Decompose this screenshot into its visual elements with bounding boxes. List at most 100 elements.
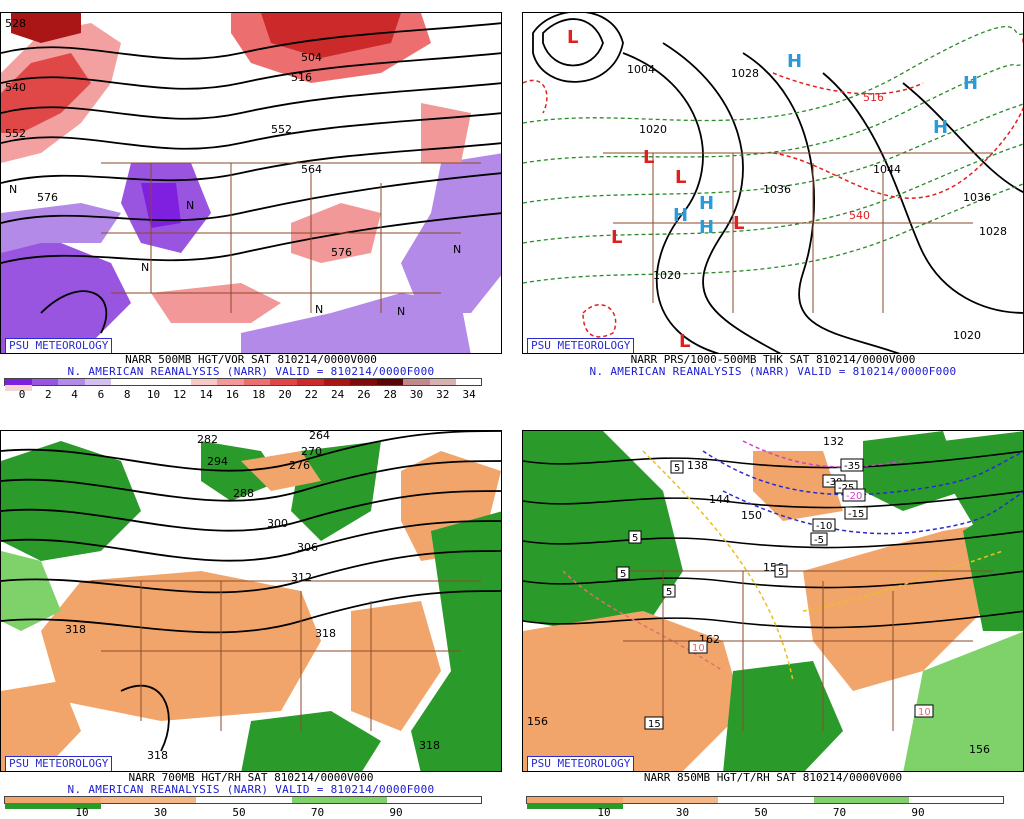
contour-label: 576 — [37, 191, 58, 204]
colorbar-segment — [527, 803, 623, 809]
colorbar-label: 34 — [462, 388, 476, 401]
rh-shade — [291, 441, 381, 541]
colorbar-label: 14 — [199, 388, 213, 401]
political-borders — [91, 580, 481, 731]
psu-meteorology-label: PSU METEOROLOGY — [5, 756, 113, 771]
colorbar-segment — [137, 379, 165, 385]
isotherm-label: 5 — [632, 533, 638, 544]
rh-shade — [523, 611, 743, 771]
temp-box — [842, 488, 866, 502]
vort-shade — [151, 283, 281, 323]
height-contours — [523, 450, 1023, 629]
rh-shade — [863, 431, 963, 511]
colorbar-segment — [813, 797, 910, 803]
temp-box — [810, 532, 828, 546]
temp-box — [840, 458, 864, 472]
panel-850mb-temp-humidity: 132 138 144 150 156 162 156 156 -35 -30 … — [522, 418, 1024, 819]
panel-subcaption: N. AMERICAN REANALYSIS (NARR) VALID = 81… — [67, 365, 435, 378]
isobar-label: 1020 — [953, 329, 981, 342]
isotherm-label: -35 — [844, 461, 860, 472]
rh-shade — [1, 441, 141, 561]
temp-box — [644, 716, 664, 730]
colorbar-label: 10 — [146, 388, 161, 401]
contour-label: 516 — [291, 71, 312, 84]
rh-shade — [1, 681, 81, 771]
thickness-warm — [523, 36, 1023, 338]
vort-marker: N — [186, 199, 194, 212]
contour-label: 288 — [233, 487, 254, 500]
vort-marker: N — [453, 243, 461, 256]
colorbar-label: 90 — [911, 806, 925, 819]
rh-shade — [723, 661, 843, 771]
colorbar-label: 22 — [304, 388, 318, 401]
temp-box — [774, 564, 788, 578]
colorbar-label: 32 — [436, 388, 450, 401]
isotherm-label: -10 — [816, 521, 832, 532]
colorbar-label: 30 — [675, 806, 690, 819]
vort-marker: N — [397, 305, 405, 318]
colorbar-segment — [5, 385, 32, 391]
colorbar-segment — [291, 797, 388, 803]
colorbar-segment — [297, 379, 324, 385]
panel-sea-level-pressure: L L L L L L H H H H H H 1020 1028 1036 1… — [522, 0, 1024, 400]
colorbar-label: 30 — [409, 388, 424, 401]
isobar-label: 1044 — [873, 163, 901, 176]
colorbar-segment — [217, 379, 244, 385]
isobar-label: 1004 — [627, 63, 655, 76]
colorbar-label: 50 — [232, 806, 246, 819]
rh-shade — [1, 551, 61, 631]
colorbar-segment — [164, 379, 191, 385]
colorbar-label: 4 — [71, 388, 78, 401]
colorbar-label: 20 — [278, 388, 292, 401]
panel-subcaption: N. AMERICAN REANALYSIS (NARR) VALID = 81… — [589, 365, 957, 378]
rh-shade — [351, 601, 441, 731]
contour-label: 552 — [271, 123, 292, 136]
thickness-label: 540 — [849, 209, 870, 222]
rh-shade — [241, 711, 381, 771]
colorbar-segment — [243, 379, 271, 385]
contour-label: 138 — [687, 459, 708, 472]
colorbar-label: 2 — [44, 388, 52, 401]
rh-shade — [523, 431, 683, 631]
vort-shade — [1, 233, 131, 353]
contour-label: 318 — [419, 739, 440, 752]
colorbar-segment — [5, 379, 32, 385]
contour-label: 264 — [309, 431, 330, 442]
isotherm-label: -20 — [846, 491, 862, 502]
contour-label: 306 — [297, 541, 318, 554]
colorbar-label: 70 — [832, 806, 847, 819]
colorbar-label: 6 — [97, 388, 105, 401]
political-borders — [603, 152, 993, 313]
colorbar-segment — [323, 379, 351, 385]
low-pressure-marker: L — [733, 213, 744, 234]
high-pressure-marker: H — [699, 217, 714, 238]
panel-caption: NARR 700MB HGT/RH SAT 810214/0000V000 — [128, 771, 374, 784]
colorbar-segment — [190, 379, 218, 385]
isobar-label: 1020 — [639, 123, 667, 136]
temp-box — [616, 566, 630, 580]
temp-box — [844, 506, 868, 520]
contour-label: 528 — [5, 17, 26, 30]
rh-shade — [963, 492, 1023, 631]
isobar-label: 1036 — [763, 183, 791, 196]
isotherm-label: 5 — [620, 569, 626, 580]
panel-caption: NARR 850MB HGT/T/RH SAT 810214/0000V000 — [643, 771, 903, 784]
contour-label: 150 — [741, 509, 762, 522]
low-pressure-marker: L — [611, 227, 622, 248]
isotherm-label: 10 — [918, 707, 931, 718]
panel-500mb-vorticity: 528 540 552 504 516 552 564 576 576 N N … — [0, 0, 502, 401]
panel-700mb-humidity: 282 264 270 276 288 294 300 306 312 318 … — [0, 418, 502, 819]
contour-label: 282 — [197, 433, 218, 446]
humidity-850-map: 132 138 144 150 156 162 156 156 -35 -30 … — [522, 430, 1024, 772]
colorbar-segment — [84, 379, 112, 385]
rh-shade — [803, 521, 1003, 691]
temp-box — [628, 530, 642, 544]
colorbar-label: 10 — [75, 806, 89, 819]
vorticity-map: 528 540 552 504 516 552 564 576 576 N N … — [0, 12, 502, 354]
isotherm-label: 5 — [666, 587, 672, 598]
contour-label: 552 — [5, 127, 26, 140]
rh-shade — [903, 631, 1023, 771]
isotherm-label: 5 — [674, 463, 680, 474]
contour-label: 156 — [969, 743, 990, 756]
colorbar-label: 24 — [330, 388, 345, 401]
